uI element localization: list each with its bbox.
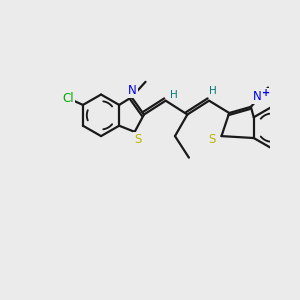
Text: Cl: Cl xyxy=(62,92,74,105)
Text: +: + xyxy=(262,88,271,98)
Text: N: N xyxy=(253,90,262,103)
Text: S: S xyxy=(134,133,142,146)
Text: N: N xyxy=(128,84,137,97)
Text: S: S xyxy=(208,134,216,146)
Text: H: H xyxy=(170,90,178,100)
Text: H: H xyxy=(209,86,217,96)
